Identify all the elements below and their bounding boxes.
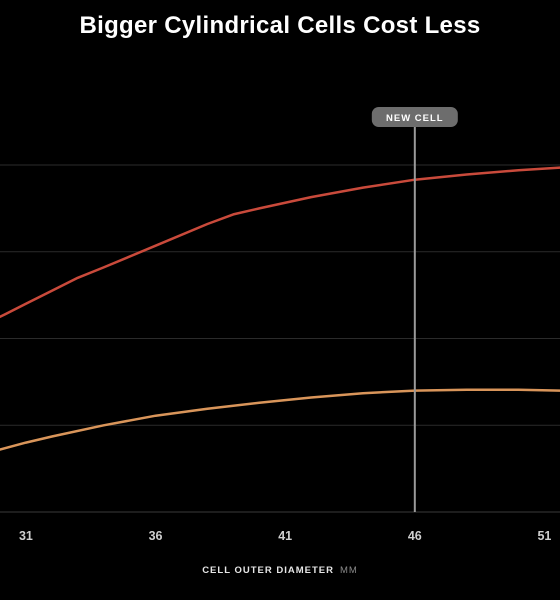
new-cell-marker: NEW CELL	[371, 107, 458, 512]
x-tick-label-4: 51	[537, 529, 551, 543]
new-cell-label: NEW CELL	[386, 113, 444, 124]
x-tick-label-0: 31	[19, 529, 33, 543]
x-axis-label: CELL OUTER DIAMETER MM	[0, 565, 560, 576]
x-axis-ticks: 31 36 41 46 51	[19, 529, 551, 543]
x-tick-label-2: 41	[278, 529, 292, 543]
x-tick-label-3: 46	[408, 529, 422, 543]
x-tick-label-1: 36	[149, 529, 163, 543]
x-axis-unit: MM	[339, 565, 358, 576]
series-line-0	[0, 166, 560, 319]
chart-title: Bigger Cylindrical Cells Cost Less	[79, 12, 481, 39]
series-line-1	[0, 388, 560, 451]
new-cell-badge	[371, 107, 458, 127]
series-lines	[0, 166, 560, 451]
x-axis-title: CELL OUTER DIAMETER	[202, 565, 334, 576]
grid-lines	[0, 164, 560, 513]
